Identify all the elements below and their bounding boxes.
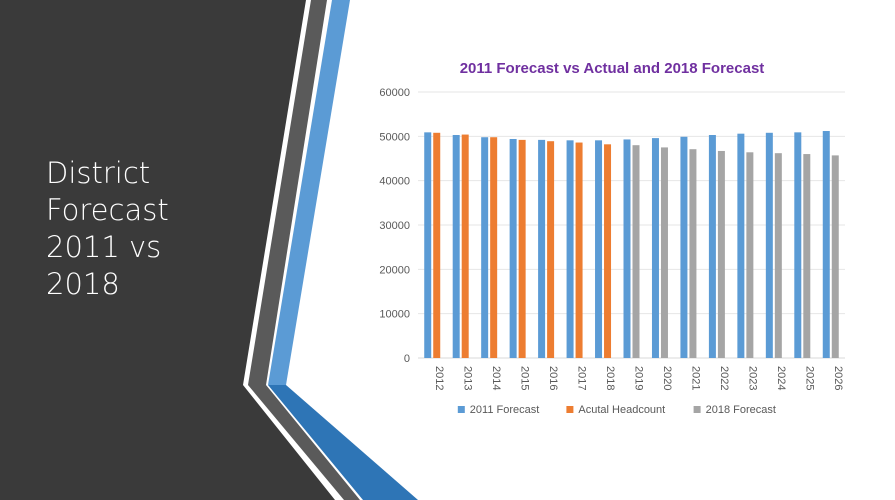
bar-acutal-headcount-2016 bbox=[547, 141, 555, 358]
x-tick-label: 2016 bbox=[547, 366, 559, 390]
dark-side-panel bbox=[0, 0, 335, 500]
bar-acutal-headcount-2013 bbox=[461, 134, 469, 358]
bar-2018-forecast-2023 bbox=[746, 152, 754, 358]
gridlines bbox=[418, 91, 845, 359]
bar-acutal-headcount-2015 bbox=[518, 139, 526, 358]
y-tick-label: 40000 bbox=[379, 176, 410, 188]
x-tick-label: 2021 bbox=[689, 366, 701, 390]
x-tick-label: 2026 bbox=[832, 366, 844, 390]
legend-label: 2011 Forecast bbox=[470, 404, 540, 416]
x-axis-tick-labels: 2012 2013 2014 2015 2016 2017 2018 2019 2020 2021… bbox=[433, 366, 844, 390]
x-tick-label: 2023 bbox=[746, 366, 758, 390]
x-tick-label: 2020 bbox=[661, 366, 673, 390]
bar-2011-forecast-2020 bbox=[651, 138, 659, 358]
y-tick-label: 0 bbox=[404, 353, 410, 365]
legend-label: 2018 Forecast bbox=[706, 404, 776, 416]
legend-label: Acutal Headcount bbox=[578, 404, 665, 416]
blue-accent-stripe-top bbox=[268, 0, 350, 385]
bar-acutal-headcount-2012 bbox=[433, 132, 441, 358]
x-tick-label: 2024 bbox=[775, 366, 787, 390]
bar-2018-forecast-2026 bbox=[831, 155, 839, 358]
bar-2011-forecast-2019 bbox=[623, 139, 631, 358]
bar-2018-forecast-2022 bbox=[717, 150, 725, 358]
bar-2011-forecast-2026 bbox=[822, 131, 830, 358]
bar-2018-forecast-2020 bbox=[660, 147, 668, 358]
x-tick-label: 2019 bbox=[633, 366, 645, 390]
bar-2018-forecast-2025 bbox=[803, 154, 811, 358]
y-axis-tick-labels: 0 10000 20000 30000 40000 50000 60000 bbox=[379, 87, 410, 365]
bar-2011-forecast-2018 bbox=[595, 140, 603, 358]
bar-2011-forecast-2014 bbox=[481, 137, 489, 358]
bar-2011-forecast-2017 bbox=[566, 140, 574, 358]
x-tick-label: 2015 bbox=[519, 366, 531, 390]
bar-2018-forecast-2021 bbox=[689, 149, 697, 358]
slide-title-line: 2011 vs bbox=[46, 230, 162, 264]
x-tick-label: 2018 bbox=[604, 366, 616, 390]
legend-swatch bbox=[693, 406, 701, 413]
y-tick-label: 20000 bbox=[379, 264, 410, 276]
x-tick-label: 2012 bbox=[433, 366, 445, 390]
slide-title-line: 2018 bbox=[46, 267, 120, 301]
bar-2018-forecast-2024 bbox=[774, 153, 782, 358]
gray-accent-stripe bbox=[248, 0, 360, 500]
x-tick-label: 2025 bbox=[803, 366, 815, 390]
y-tick-label: 30000 bbox=[379, 220, 410, 232]
legend: 2011 Forecast Acutal Headcount 2018 Foreca… bbox=[457, 404, 776, 416]
bar-2011-forecast-2015 bbox=[509, 138, 517, 358]
bar-2018-forecast-2019 bbox=[632, 145, 640, 358]
legend-swatch bbox=[566, 406, 574, 413]
x-tick-label: 2017 bbox=[576, 366, 588, 390]
bar-2011-forecast-2024 bbox=[765, 132, 773, 358]
bar-2011-forecast-2021 bbox=[680, 136, 688, 358]
bar-2011-forecast-2013 bbox=[452, 135, 460, 358]
bar-2011-forecast-2022 bbox=[708, 135, 716, 358]
x-tick-label: 2022 bbox=[718, 366, 730, 390]
legend-swatch bbox=[457, 406, 465, 413]
y-tick-label: 50000 bbox=[379, 131, 410, 143]
slide-title-line: District bbox=[46, 156, 151, 190]
white-divider-line-lower bbox=[245, 384, 341, 500]
x-tick-label: 2014 bbox=[490, 366, 502, 390]
bar-acutal-headcount-2018 bbox=[604, 144, 612, 358]
bar-acutal-headcount-2017 bbox=[575, 142, 583, 358]
bar-2011-forecast-2012 bbox=[424, 132, 432, 358]
y-tick-label: 10000 bbox=[379, 309, 410, 321]
slide-title: District Forecast 2011 vs 2018 bbox=[46, 155, 246, 303]
bars bbox=[424, 131, 839, 358]
chart-title: 2011 Forecast vs Actual and 2018 Forecas… bbox=[460, 60, 765, 77]
bar-2011-forecast-2025 bbox=[794, 132, 802, 358]
bar-acutal-headcount-2014 bbox=[490, 137, 498, 358]
bar-2011-forecast-2016 bbox=[538, 139, 546, 358]
white-divider-line bbox=[245, 0, 310, 386]
bar-2011-forecast-2023 bbox=[737, 133, 745, 358]
x-tick-label: 2013 bbox=[462, 366, 474, 390]
blue-accent-stripe-bottom bbox=[268, 385, 418, 500]
slide-title-line: Forecast bbox=[46, 193, 169, 227]
y-tick-label: 60000 bbox=[379, 87, 410, 99]
